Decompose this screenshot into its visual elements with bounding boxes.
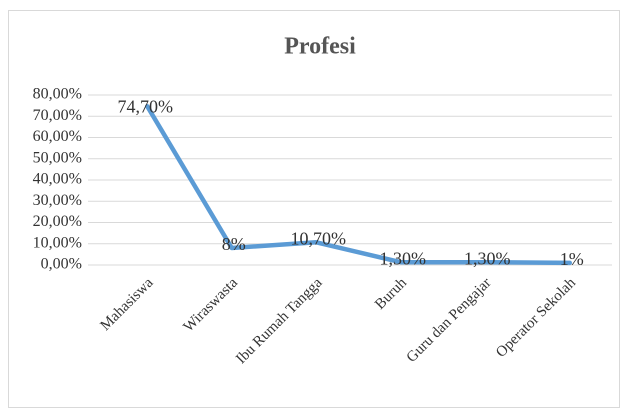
chart-title: Profesi: [284, 34, 356, 60]
y-tick-label: 10,00%: [33, 234, 82, 251]
data-label: 1%: [560, 249, 584, 269]
y-tick-label: 70,00%: [33, 107, 82, 124]
y-tick-label: 50,00%: [33, 149, 82, 166]
chart-border: [8, 10, 620, 408]
data-label: 1,30%: [380, 248, 427, 268]
data-label: 74,70%: [118, 96, 174, 116]
data-label: 1,30%: [464, 248, 511, 268]
data-label: 10,70%: [291, 228, 347, 248]
y-tick-label: 80,00%: [33, 86, 82, 103]
y-tick-label: 40,00%: [33, 171, 82, 188]
data-label: 8%: [222, 234, 246, 254]
y-tick-label: 0,00%: [41, 256, 82, 273]
data-line: [145, 104, 572, 266]
y-tick-label: 20,00%: [33, 213, 82, 230]
y-tick-label: 60,00%: [33, 128, 82, 145]
y-tick-label: 30,00%: [33, 192, 82, 209]
